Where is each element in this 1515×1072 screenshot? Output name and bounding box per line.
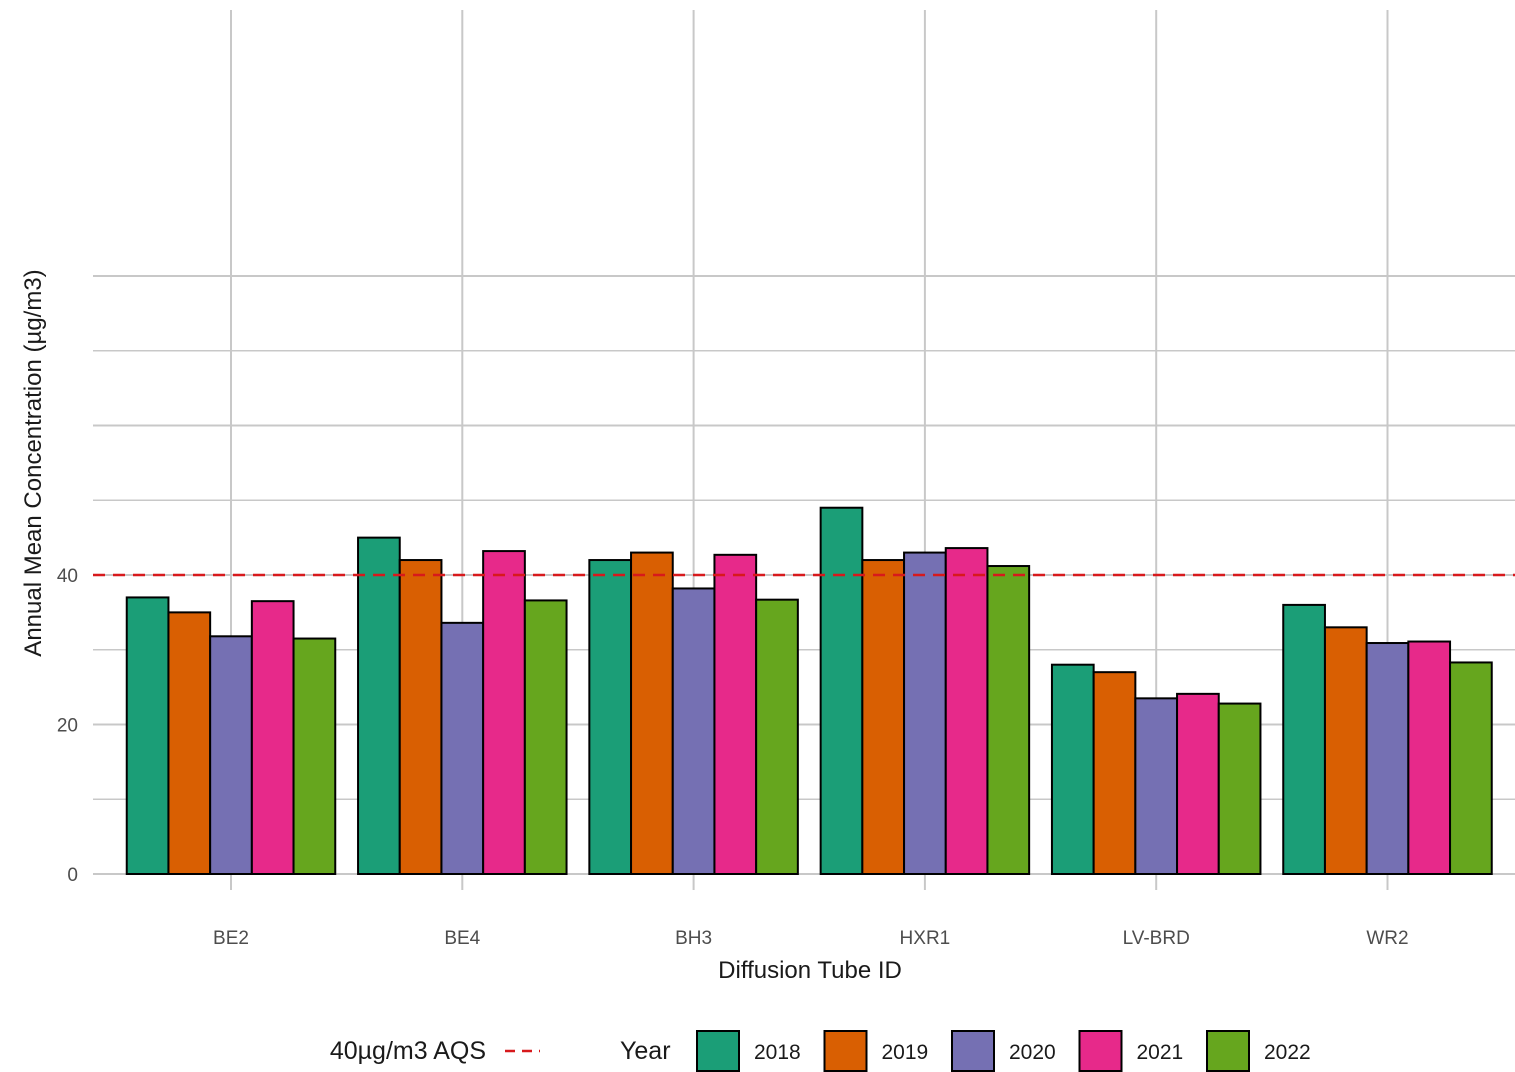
legend-label-2022: 2022 [1264,1041,1311,1064]
bar-lv-brd-2018 [1050,663,1095,876]
bar-be2-2021 [250,600,295,875]
bar-wr2-2018 [1282,603,1326,876]
bar-lv-brd-2020 [1134,697,1179,876]
legend-reference-label: 40µg/m3 AQS [330,1037,486,1065]
bar-be2-2020 [209,635,253,875]
bar-lv-brd-2022 [1217,702,1262,875]
bar-bh3-2018 [588,559,633,875]
legend-label-2021: 2021 [1137,1041,1184,1064]
bar-hxr1-2018 [819,506,864,875]
bar-be4-2021 [482,550,526,876]
bar-hxr1-2021 [944,547,989,876]
bar-be4-2019 [398,559,443,875]
y-tick-label: 20 [57,716,78,737]
legend-key-2019 [823,1030,868,1072]
legend-title: Year [620,1037,671,1065]
bar-be2-2018 [125,596,170,875]
bar-wr2-2020 [1365,642,1410,876]
legend-items: 2018 2019 2020 2021 2022 [696,1030,1311,1072]
x-tick-label: BE2 [213,928,249,949]
y-tick-label: 40 [57,566,78,587]
legend: 40µg/m3 AQS Year 2018 2019 2020 2021 2022 [330,1030,1311,1072]
legend-key-2020 [951,1030,995,1072]
x-tick-label: HXR1 [900,928,951,949]
legend-label-2018: 2018 [754,1041,801,1064]
legend-label-2019: 2019 [882,1041,929,1064]
bar-lv-brd-2021 [1176,692,1220,875]
y-axis-title: Annual Mean Concentration (µg/m3) [20,269,47,656]
legend-key-2022 [1206,1030,1250,1072]
y-tick-label: 0 [67,865,78,886]
bar-be4-2018 [357,536,401,875]
bar-be2-2022 [292,637,337,875]
legend-key-2021 [1078,1030,1123,1072]
x-axis-title: Diffusion Tube ID [718,957,902,984]
x-tick-label: BH3 [675,928,712,949]
x-tick-label: LV-BRD [1123,928,1190,949]
bar-wr2-2022 [1449,661,1493,876]
bar-hxr1-2022 [986,565,1031,876]
x-tick-label: WR2 [1366,928,1408,949]
bar-wr2-2019 [1323,626,1368,876]
bar-hxr1-2020 [903,551,947,875]
bar-bh3-2022 [755,598,799,875]
bar-bh3-2019 [630,551,674,875]
bar-wr2-2021 [1407,640,1452,876]
legend-label-2020: 2020 [1009,1041,1056,1064]
y-axis-ticks: 0 20 40 [57,566,78,886]
bars-layer [125,506,1493,876]
x-tick-label: BE4 [444,928,480,949]
bar-be4-2022 [523,599,568,875]
bar-lv-brd-2019 [1092,671,1137,875]
x-axis-ticks: BE2 BE4 BH3 HXR1 LV-BRD WR2 [213,928,1409,949]
bar-hxr1-2019 [861,559,906,875]
bar-bh3-2021 [713,553,758,875]
legend-key-2018 [696,1030,740,1072]
bar-be4-2020 [440,621,485,876]
bar-bh3-2020 [671,587,716,876]
bar-be2-2019 [167,611,212,875]
